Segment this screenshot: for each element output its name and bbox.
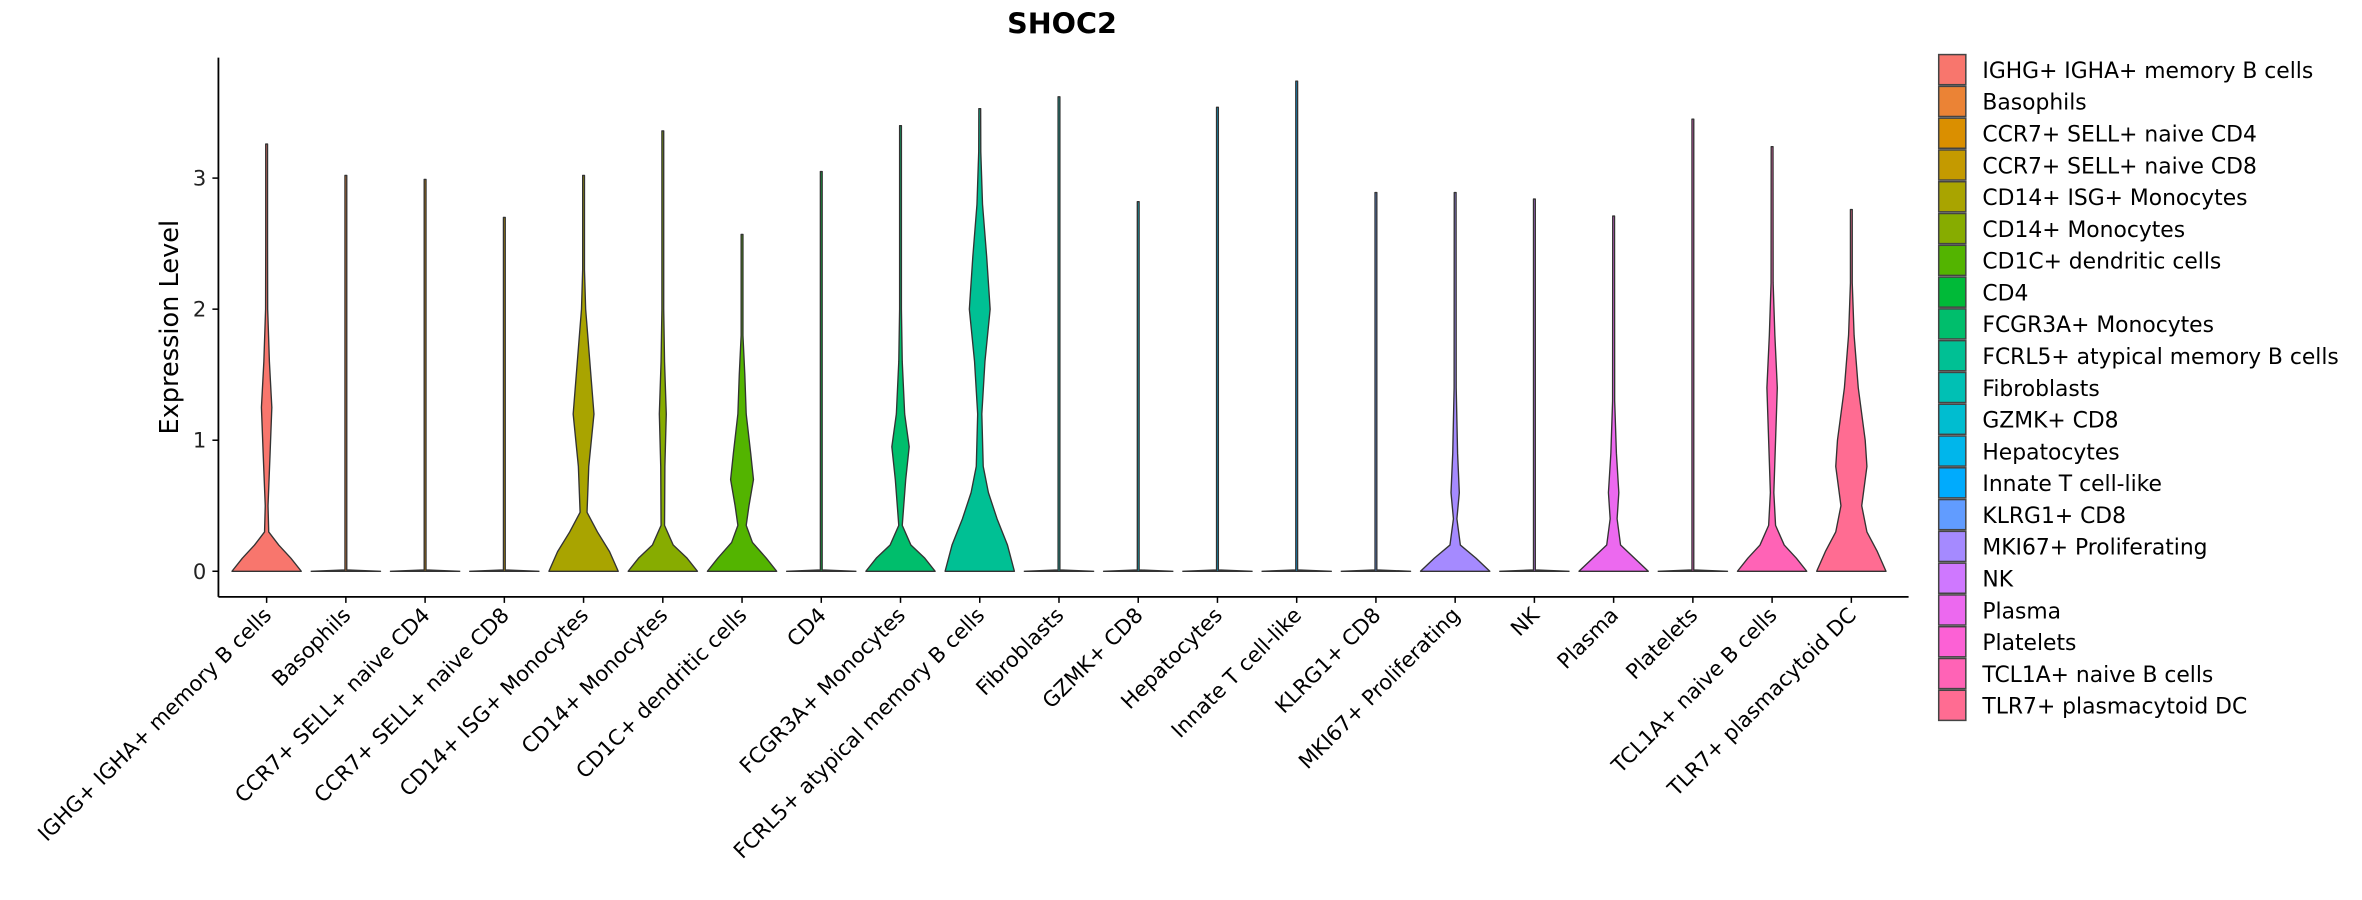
violin-19 xyxy=(1657,118,1729,572)
legend-label: Basophils xyxy=(1982,91,2086,116)
violin-2 xyxy=(310,174,382,572)
violin-7 xyxy=(706,233,778,572)
violin-10 xyxy=(944,107,1016,572)
violin-13 xyxy=(1182,106,1253,572)
legend-label: TLR7+ plasmacytoid DC xyxy=(1981,695,2247,720)
violin-18 xyxy=(1578,215,1649,572)
legend-swatch xyxy=(1937,212,1967,245)
legend-swatch xyxy=(1937,339,1967,372)
violin-4 xyxy=(469,216,540,572)
legend-swatch xyxy=(1937,85,1967,118)
legend-label: Hepatocytes xyxy=(1982,440,2119,465)
legend-swatch xyxy=(1937,657,1967,690)
y-tick-label: 1 xyxy=(193,428,206,453)
y-tick-label: 3 xyxy=(193,166,206,191)
legend-label: Plasma xyxy=(1982,599,2061,624)
legend-label: CD14+ Monocytes xyxy=(1982,218,2185,243)
legend-label: CD4 xyxy=(1982,281,2028,306)
legend-swatch xyxy=(1937,498,1967,531)
legend-label: TCL1A+ naive B cells xyxy=(1981,663,2213,688)
legend-swatch xyxy=(1937,403,1967,436)
violin-9 xyxy=(865,124,936,572)
violin-16 xyxy=(1419,191,1491,572)
legend-label: KLRG1+ CD8 xyxy=(1982,504,2126,529)
legend-label: CCR7+ SELL+ naive CD8 xyxy=(1982,154,2256,179)
violin-21 xyxy=(1816,208,1887,572)
violin-5 xyxy=(548,174,619,572)
legend-label: Fibroblasts xyxy=(1982,377,2099,402)
legend-label: GZMK+ CD8 xyxy=(1982,409,2118,434)
x-tick-label: Platelets xyxy=(1621,602,1703,684)
legend-swatch xyxy=(1937,244,1967,277)
legend-label: CCR7+ SELL+ naive CD4 xyxy=(1982,122,2256,147)
legend-swatch xyxy=(1937,149,1967,181)
legend-swatch xyxy=(1937,562,1967,595)
legend-swatch xyxy=(1937,180,1967,213)
violin-3 xyxy=(389,178,461,572)
violin-15 xyxy=(1340,191,1412,572)
x-tick-label: NK xyxy=(1505,601,1544,640)
x-tick-label: IGHG+ IGHA+ memory B cells xyxy=(33,602,277,846)
chart-title: SHOC2 xyxy=(1007,6,1117,40)
legend-swatch xyxy=(1937,435,1967,467)
violin-12 xyxy=(1102,201,1174,572)
violins xyxy=(231,80,1887,572)
legend-label: NK xyxy=(1982,567,2013,592)
legend-label: FCRL5+ atypical memory B cells xyxy=(1982,345,2338,370)
legend-swatch xyxy=(1937,117,1967,150)
legend-label: CD1C+ dendritic cells xyxy=(1982,250,2221,275)
x-ticks: IGHG+ IGHA+ memory B cellsBasophilsCCR7+… xyxy=(33,596,1861,863)
legend-label: Innate T cell-like xyxy=(1982,472,2162,497)
legend: IGHG+ IGHA+ memory B cells Basophils CCR7+… xyxy=(1937,53,2339,722)
y-tick-label: 0 xyxy=(193,559,206,584)
violin-20 xyxy=(1736,145,1808,572)
legend-swatch xyxy=(1937,530,1967,563)
x-tick-label: CD14+ Monocytes xyxy=(516,602,672,758)
legend-swatch xyxy=(1937,308,1967,340)
violin-6 xyxy=(627,130,699,572)
y-axis-label: Expression Level xyxy=(155,220,185,435)
legend-swatch xyxy=(1937,276,1967,308)
legend-label: FCGR3A+ Monocytes xyxy=(1982,313,2214,338)
x-tick-label: Plasma xyxy=(1552,602,1623,673)
y-tick-label: 2 xyxy=(193,297,206,322)
legend-swatch xyxy=(1937,689,1967,722)
legend-swatch xyxy=(1937,53,1967,86)
legend-label: CD14+ ISG+ Monocytes xyxy=(1982,186,2247,211)
legend-label: MKI67+ Proliferating xyxy=(1982,536,2207,561)
x-tick-label: CD4 xyxy=(782,602,831,651)
violin-1 xyxy=(231,143,302,572)
violin-8 xyxy=(785,170,857,572)
y-ticks: 0 1 2 3 xyxy=(193,166,219,584)
legend-label: IGHG+ IGHA+ memory B cells xyxy=(1982,59,2313,84)
violin-17 xyxy=(1499,198,1570,572)
legend-swatch xyxy=(1937,625,1967,658)
violin-14 xyxy=(1261,80,1333,572)
legend-swatch xyxy=(1937,594,1967,626)
legend-swatch xyxy=(1937,467,1967,499)
violin-11 xyxy=(1023,96,1095,572)
legend-swatch xyxy=(1937,371,1967,404)
legend-label: Platelets xyxy=(1982,631,2076,656)
x-tick-label: MKI67+ Proliferating xyxy=(1293,602,1464,773)
